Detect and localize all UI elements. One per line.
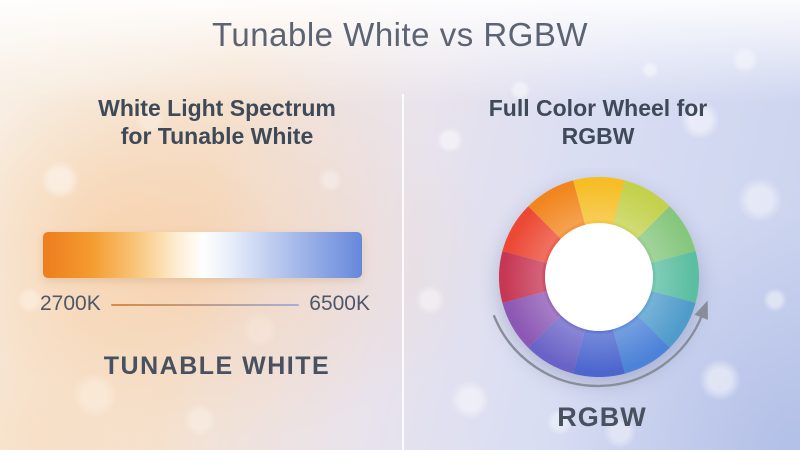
rgbw-color-wheel [492, 177, 708, 388]
right-caption: RGBW [557, 402, 647, 432]
left-heading-line1: White Light Spectrum [98, 95, 336, 121]
wheel-center-white [545, 223, 653, 331]
right-heading-line2: RGBW [561, 123, 635, 149]
white-spectrum-gradient-bar [43, 232, 362, 278]
temperature-scale: 2700K 6500K [40, 292, 370, 316]
scale-min-label: 2700K [40, 292, 101, 315]
right-panel-heading: Full Color Wheel for RGBW [452, 94, 744, 150]
page-title: Tunable White vs RGBW [211, 16, 589, 53]
scale-connector-line [110, 304, 300, 306]
left-heading-line2: for Tunable White [120, 123, 314, 149]
rotation-arrow-icon [492, 300, 708, 388]
panel-divider [402, 94, 404, 450]
left-caption: TUNABLE WHITE [103, 352, 331, 380]
scale-max-label: 6500K [309, 292, 370, 315]
left-panel-heading: White Light Spectrum for Tunable White [42, 94, 392, 150]
right-heading-line1: Full Color Wheel for [488, 95, 708, 121]
